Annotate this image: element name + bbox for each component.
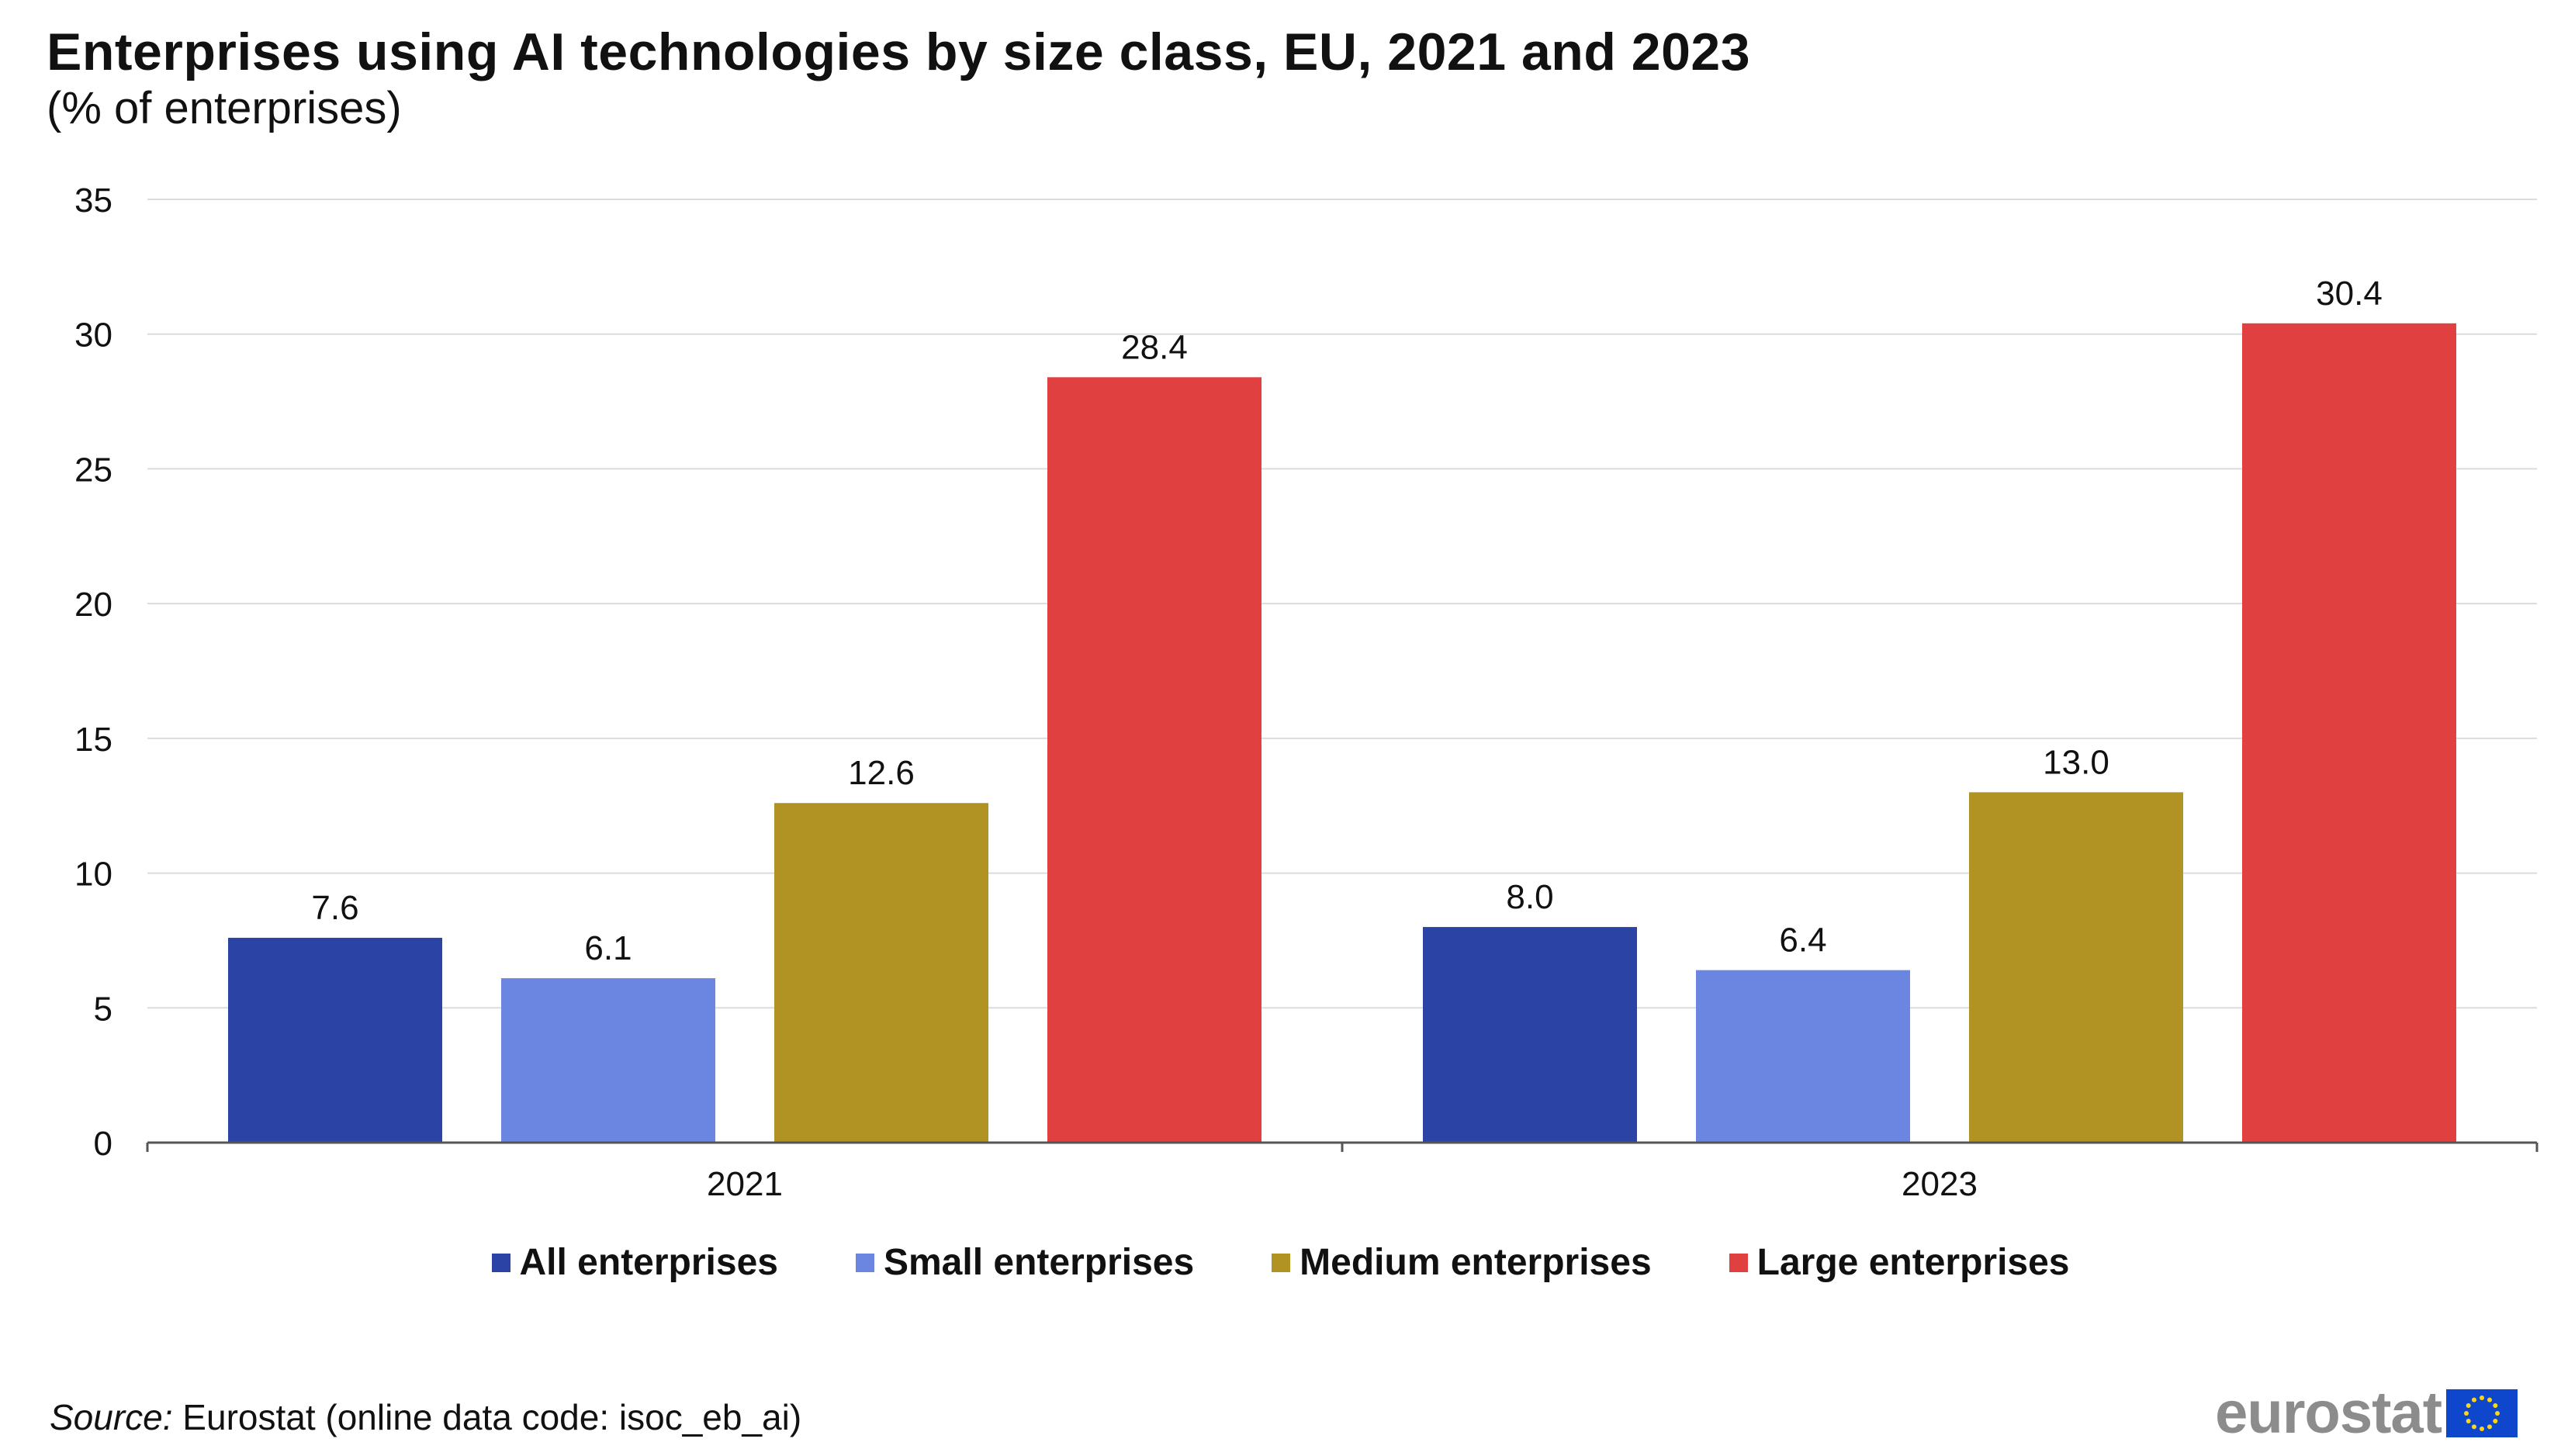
bar bbox=[228, 937, 442, 1143]
legend-label: Small enterprises bbox=[883, 1242, 1195, 1283]
legend-item: Medium enterprises bbox=[1272, 1241, 1652, 1284]
bar bbox=[501, 978, 715, 1143]
bar bbox=[1047, 377, 1261, 1143]
x-tick-label: 2021 bbox=[707, 1165, 783, 1203]
legend-swatch bbox=[1272, 1253, 1291, 1272]
bar bbox=[2242, 323, 2456, 1143]
flag-star bbox=[2472, 1397, 2476, 1402]
y-tick-label: 15 bbox=[74, 721, 112, 759]
y-tick-label: 10 bbox=[74, 856, 112, 894]
legend-swatch bbox=[491, 1253, 510, 1272]
legend-item: Large enterprises bbox=[1729, 1241, 2070, 1284]
legend-label: Large enterprises bbox=[1756, 1242, 2070, 1283]
data-label: 13.0 bbox=[2043, 743, 2109, 781]
legend-item: Small enterprises bbox=[855, 1241, 1195, 1284]
bar bbox=[1423, 927, 1637, 1143]
y-tick-label: 5 bbox=[94, 990, 112, 1028]
flag-star bbox=[2466, 1402, 2471, 1408]
flag-star bbox=[2464, 1410, 2469, 1416]
source-text: Eurostat (online data code: isoc_eb_ai) bbox=[172, 1397, 802, 1437]
flag-star bbox=[2487, 1397, 2492, 1402]
flag-star bbox=[2493, 1418, 2498, 1423]
x-tick-label: 2023 bbox=[1902, 1165, 1978, 1203]
chart-title: Enterprises using AI technologies by siz… bbox=[47, 22, 1751, 81]
legend: All enterprises Small enterprises Medium e… bbox=[0, 1241, 2561, 1284]
y-tick-label: 35 bbox=[74, 182, 112, 220]
bars bbox=[228, 323, 2456, 1143]
bar bbox=[1696, 970, 1910, 1143]
flag-star bbox=[2487, 1423, 2492, 1429]
logo-wordmark: eurostat bbox=[2215, 1380, 2442, 1446]
flag-star bbox=[2466, 1418, 2471, 1423]
bar-chart: 0 5 10 15 20 25 30 35 7.6 6.1 12.6 28.4 8.0 6.4 13.0 3… bbox=[74, 182, 2539, 1203]
legend-swatch bbox=[855, 1253, 874, 1272]
data-label: 6.4 bbox=[1779, 922, 1826, 960]
legend-item: All enterprises bbox=[491, 1241, 778, 1284]
data-label: 7.6 bbox=[311, 889, 358, 927]
data-label: 28.4 bbox=[1121, 328, 1188, 366]
legend-label: All enterprises bbox=[519, 1242, 778, 1283]
chart-subtitle: (% of enterprises) bbox=[47, 83, 402, 133]
flag-star bbox=[2480, 1426, 2484, 1431]
flag-star bbox=[2495, 1410, 2500, 1416]
y-tick-label: 0 bbox=[94, 1125, 112, 1163]
x-axis: 2021 2023 bbox=[146, 1141, 2539, 1203]
flag-star bbox=[2480, 1395, 2484, 1400]
legend-label: Medium enterprises bbox=[1300, 1242, 1652, 1283]
flag-star bbox=[2472, 1423, 2476, 1429]
legend-swatch bbox=[1729, 1253, 1748, 1272]
y-tick-label: 25 bbox=[74, 451, 112, 489]
data-labels: 7.6 6.1 12.6 28.4 8.0 6.4 13.0 30.4 bbox=[311, 275, 2382, 967]
eu-flag-icon bbox=[2446, 1389, 2518, 1437]
y-axis-ticks: 0 5 10 15 20 25 30 35 bbox=[74, 182, 112, 1163]
eurostat-logo: eurostat bbox=[2215, 1379, 2518, 1447]
source-note: Source: Eurostat (online data code: isoc… bbox=[50, 1396, 801, 1438]
y-tick-label: 30 bbox=[74, 316, 112, 354]
flag-star bbox=[2493, 1402, 2498, 1408]
bar bbox=[1969, 792, 2183, 1143]
data-label: 12.6 bbox=[848, 754, 915, 792]
data-label: 30.4 bbox=[2316, 275, 2383, 313]
bar bbox=[774, 803, 988, 1143]
source-prefix: Source: bbox=[50, 1397, 173, 1437]
y-tick-label: 20 bbox=[74, 586, 112, 624]
data-label: 8.0 bbox=[1506, 878, 1553, 916]
data-label: 6.1 bbox=[584, 929, 632, 967]
